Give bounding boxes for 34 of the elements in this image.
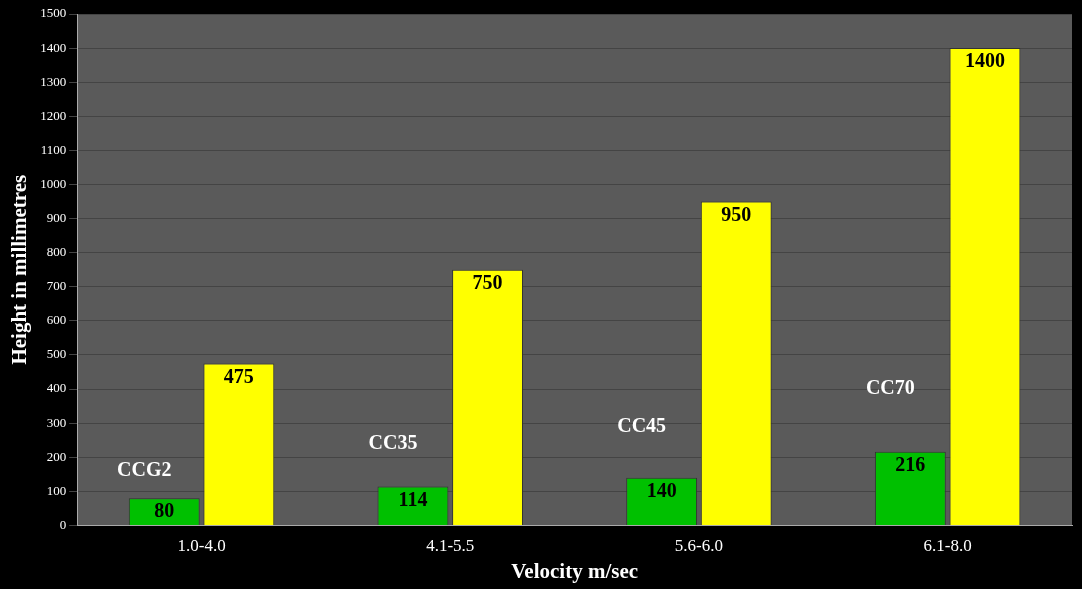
data-label: 80 <box>154 499 175 522</box>
annotation: CC35 <box>368 430 418 453</box>
data-label: 475 <box>223 364 254 387</box>
annotation: CC45 <box>617 413 667 436</box>
y-tick-label: 1400 <box>40 39 67 55</box>
x-tick-label: 5.6-6.0 <box>674 536 724 556</box>
y-tick-label: 100 <box>46 482 67 498</box>
x-tick-label: 4.1-5.5 <box>426 536 475 556</box>
y-tick-label: 900 <box>46 209 67 225</box>
y-tick-label: 1200 <box>40 107 67 123</box>
y-tick-label: 600 <box>46 312 67 328</box>
data-label: 140 <box>646 478 677 501</box>
x-axis-title: Velocity m/sec <box>511 558 639 583</box>
y-tick-label: 400 <box>46 380 67 396</box>
data-label: 114 <box>398 487 428 510</box>
data-label: 950 <box>721 202 752 225</box>
data-label: 750 <box>472 270 503 293</box>
y-tick-label: 1100 <box>40 141 67 157</box>
data-label: 1400 <box>964 49 1005 72</box>
y-tick-label: 300 <box>46 414 67 430</box>
y-tick-label: 200 <box>46 448 67 464</box>
annotation: CCG2 <box>117 458 172 481</box>
y-tick-label: 700 <box>46 278 67 294</box>
x-tick-label: 1.0-4.0 <box>177 536 226 556</box>
y-tick-label: 1300 <box>40 73 67 89</box>
y-tick-label: 500 <box>46 346 67 362</box>
y-axis-title: Height in millimetres <box>7 174 32 365</box>
x-tick-label: 6.1-8.0 <box>923 536 972 556</box>
y-tick-label: 0 <box>59 516 67 532</box>
y-tick-label: 1000 <box>40 175 67 191</box>
annotation: CC70 <box>865 376 915 399</box>
data-label: 216 <box>895 452 926 475</box>
y-tick-label: 800 <box>46 244 67 260</box>
y-tick-label: 1500 <box>40 5 67 21</box>
